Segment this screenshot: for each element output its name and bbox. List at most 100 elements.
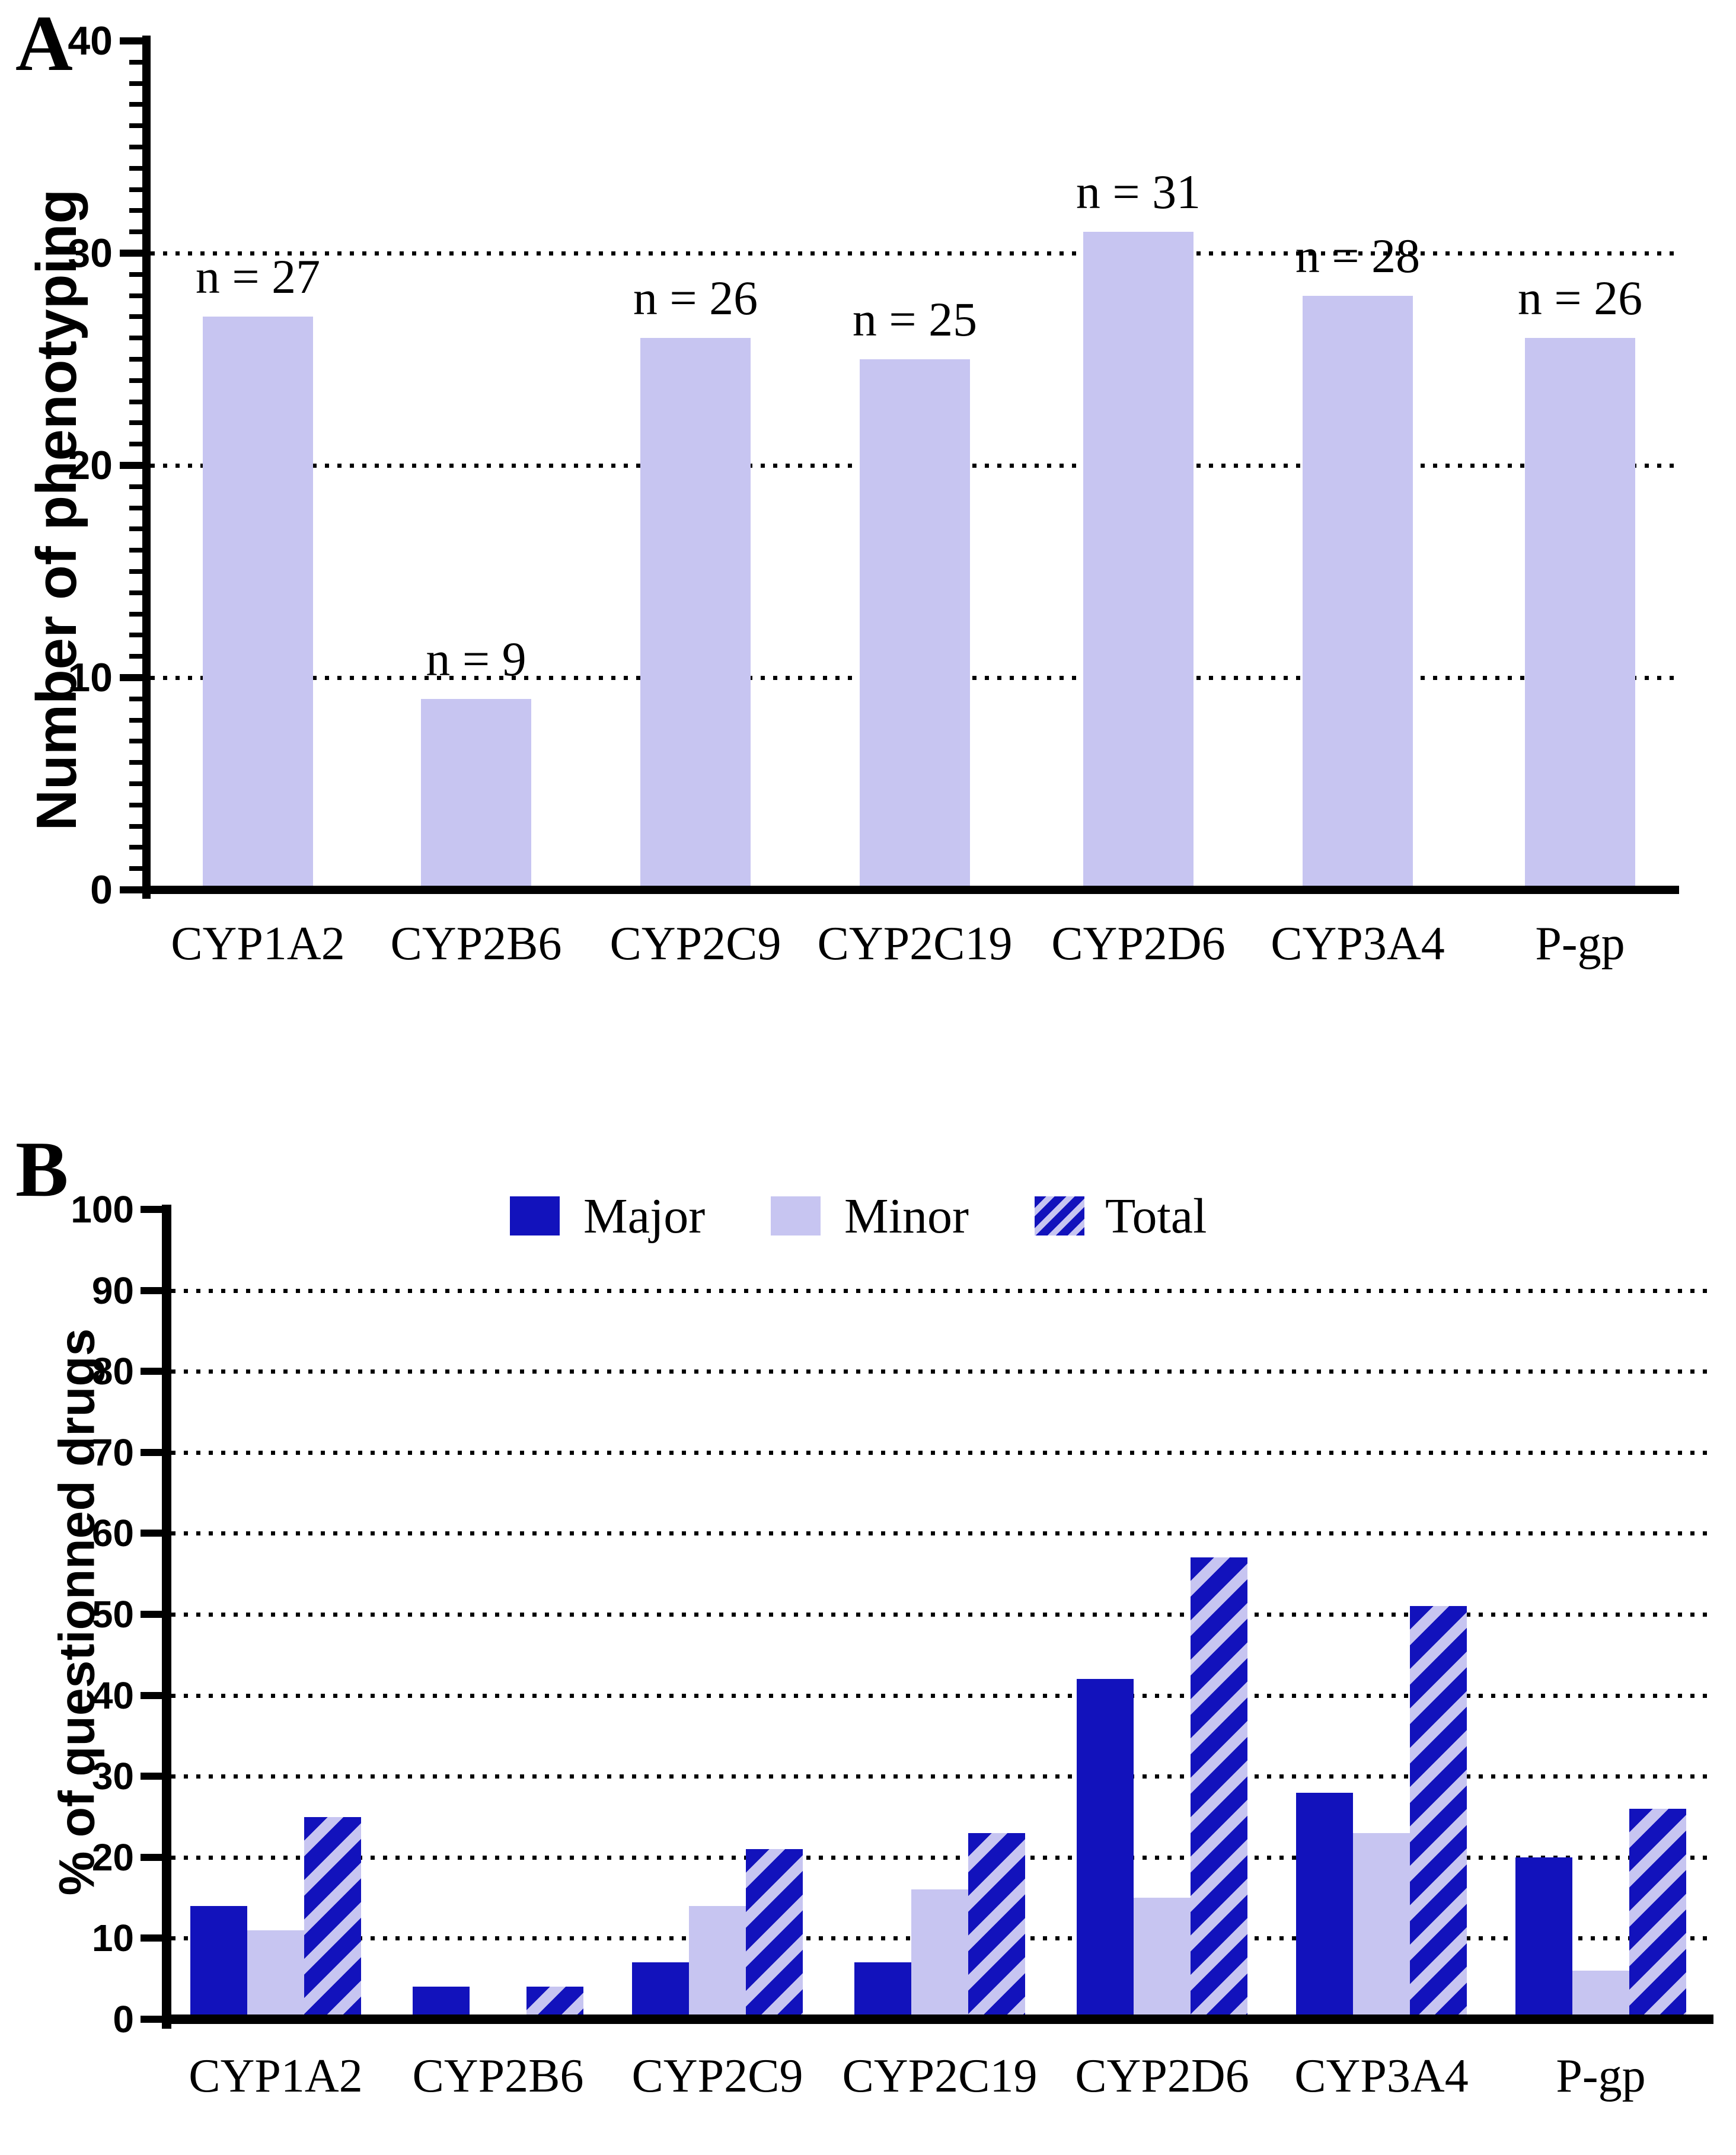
legend-label-major: Major	[583, 1189, 706, 1244]
y-minor-tick-a-16	[129, 548, 142, 553]
y-tick-a-0	[120, 886, 142, 893]
y-minor-tick-a-12	[129, 633, 142, 638]
y-tick-label-a-40: 40	[68, 18, 113, 63]
y-tick-label-a-30: 30	[68, 231, 113, 276]
bar-b-CYP2D6-minor	[1134, 1898, 1191, 2019]
y-axis-b	[162, 1205, 171, 2029]
y-minor-tick-a-13	[129, 611, 142, 617]
y-minor-tick-a-7	[129, 739, 142, 744]
x-label-a-CYP2B6: CYP2B6	[390, 918, 562, 970]
y-tick-b-100	[141, 1206, 162, 1213]
bar-b-CYP1A2-minor	[247, 1930, 304, 2019]
y-minor-tick-a-2	[129, 845, 142, 850]
y-tick-label-b-70: 70	[91, 1431, 134, 1474]
bar-value-label-a-P-gp: n = 26	[1517, 271, 1643, 325]
x-axis-a	[142, 886, 1679, 894]
x-label-a-CYP1A2: CYP1A2	[171, 918, 345, 970]
x-label-b-CYP2B6: CYP2B6	[412, 2050, 584, 2102]
y-minor-tick-a-18	[129, 505, 142, 510]
bar-b-P-gp-minor	[1572, 1971, 1629, 2019]
panel-a-label: A	[15, 0, 73, 87]
y-tick-b-10	[141, 1934, 162, 1942]
bar-a-CYP3A4	[1303, 295, 1413, 890]
y-minor-tick-a-25	[129, 357, 142, 362]
gridline-b-80	[171, 1369, 1713, 1374]
y-tick-label-b-50: 50	[91, 1593, 134, 1636]
bar-b-CYP1A2-total	[304, 1816, 361, 2019]
bar-b-CYP3A4-total	[1410, 1606, 1467, 2019]
x-label-b-CYP1A2: CYP1A2	[189, 2050, 363, 2102]
x-axis-b	[162, 2014, 1713, 2024]
y-tick-label-b-0: 0	[113, 1998, 134, 2041]
y-tick-b-30	[141, 1773, 162, 1780]
y-tick-b-90	[141, 1286, 162, 1294]
y-minor-tick-a-8	[129, 717, 142, 723]
y-minor-tick-a-39	[129, 59, 142, 65]
y-minor-tick-a-33	[129, 187, 142, 192]
bar-b-P-gp-total	[1629, 1808, 1686, 2019]
x-label-a-CYP2C19: CYP2C19	[817, 918, 1013, 970]
gridline-b-20	[171, 1855, 1713, 1860]
x-label-a-P-gp: P-gp	[1535, 918, 1625, 970]
y-tick-label-b-100: 100	[71, 1188, 134, 1231]
x-label-b-CYP2C19: CYP2C19	[842, 2050, 1038, 2102]
bar-a-P-gp	[1525, 338, 1635, 890]
bar-a-CYP1A2	[203, 317, 313, 890]
y-axis-a	[142, 36, 151, 899]
bar-b-P-gp-major	[1515, 1857, 1572, 2019]
y-tick-a-10	[120, 674, 142, 681]
gridline-b-40	[171, 1693, 1713, 1698]
y-tick-b-20	[141, 1853, 162, 1861]
y-tick-b-70	[141, 1448, 162, 1456]
y-tick-b-40	[141, 1691, 162, 1699]
bar-value-label-a-CYP1A2: n = 27	[195, 250, 321, 304]
y-tick-label-a-0: 0	[90, 867, 113, 912]
legend-swatch-minor-icon	[771, 1196, 821, 1235]
bar-value-label-a-CYP2C19: n = 25	[852, 292, 978, 346]
y-minor-tick-a-5	[129, 781, 142, 786]
chart-a-y-axis-title: Number of phenotyping	[25, 189, 88, 831]
bar-a-CYP2D6	[1083, 232, 1194, 890]
y-tick-label-b-20: 20	[91, 1835, 134, 1879]
chart-b-y-axis-title: % of questionned drugs	[49, 1328, 105, 1896]
y-minor-tick-a-14	[129, 590, 142, 595]
y-minor-tick-a-37	[129, 102, 142, 107]
bar-b-CYP2C19-total	[968, 1832, 1025, 2019]
bar-a-CYP2C9	[640, 338, 751, 890]
y-tick-b-80	[141, 1368, 162, 1375]
x-label-a-CYP2D6: CYP2D6	[1051, 918, 1226, 970]
y-minor-tick-a-35	[129, 145, 142, 149]
y-minor-tick-a-29	[129, 272, 142, 277]
y-minor-tick-a-19	[129, 484, 142, 489]
y-minor-tick-a-11	[129, 654, 142, 659]
x-label-b-CYP3A4: CYP3A4	[1294, 2050, 1469, 2102]
x-label-a-CYP3A4: CYP3A4	[1271, 918, 1445, 970]
x-label-b-CYP2D6: CYP2D6	[1075, 2050, 1249, 2102]
y-minor-tick-a-23	[129, 399, 142, 404]
x-label-a-CYP2C9: CYP2C9	[609, 918, 781, 970]
bar-b-CYP2B6-major	[413, 1987, 470, 2019]
legend-label-minor: Minor	[844, 1189, 969, 1244]
y-tick-label-b-80: 80	[91, 1350, 134, 1393]
bar-a-CYP2C19	[860, 359, 970, 890]
y-tick-label-b-10: 10	[91, 1917, 134, 1960]
bar-b-CYP2B6-total	[526, 1987, 583, 2019]
y-minor-tick-a-38	[129, 81, 142, 86]
y-tick-label-b-60: 60	[91, 1512, 134, 1555]
bar-value-label-a-CYP2B6: n = 9	[426, 631, 526, 686]
x-label-b-P-gp: P-gp	[1556, 2050, 1646, 2102]
y-tick-label-b-90: 90	[91, 1269, 134, 1312]
y-minor-tick-a-22	[129, 420, 142, 426]
bar-value-label-a-CYP3A4: n = 28	[1295, 228, 1421, 283]
bar-b-CYP3A4-minor	[1353, 1832, 1410, 2019]
y-tick-a-30	[120, 250, 142, 257]
y-minor-tick-a-24	[129, 378, 142, 383]
bar-b-CYP2D6-major	[1077, 1679, 1134, 2019]
y-tick-label-a-20: 20	[68, 443, 113, 488]
bar-b-CYP2C9-major	[632, 1962, 689, 2019]
y-minor-tick-a-1	[129, 866, 142, 871]
y-minor-tick-a-6	[129, 760, 142, 765]
y-tick-label-a-10: 10	[68, 655, 113, 700]
bar-b-CYP1A2-major	[190, 1905, 247, 2019]
legend-swatch-total-hatched-icon	[1035, 1196, 1084, 1235]
